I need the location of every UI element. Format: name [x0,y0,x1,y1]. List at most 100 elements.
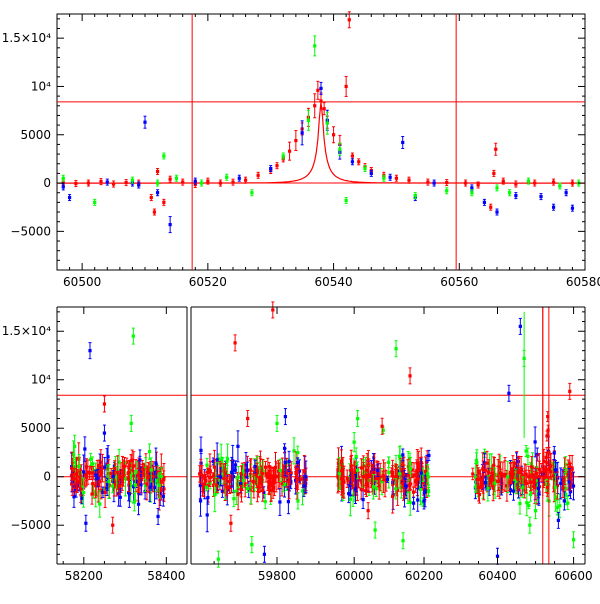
top-data-point-green [93,199,96,205]
bottom-outlier-red [367,503,370,519]
top-panel-frame [57,14,585,270]
top-data-point-blue [539,194,542,200]
top-data-point-green [156,180,159,186]
top-y-tick-label: −5000 [10,224,51,238]
bottom-outlier-red [271,302,274,318]
bottom-outlier-green [534,503,537,519]
top-data-point-red [445,180,448,186]
bottom-outlier-green [275,415,278,431]
top-x-tick-label: 60500 [63,275,101,289]
top-data-point-blue [238,175,241,181]
top-data-point-red [514,181,517,187]
bottom-outlier-blue [507,385,510,401]
top-data-point-red [156,168,159,174]
top-data-point-green [508,190,511,196]
top-data-point-blue [495,209,498,215]
top-data-point-red [571,180,574,186]
bottom-data-point-blue [361,491,364,509]
bottom-outlier-blue [103,425,106,441]
bottom-y-tick-label: 1.5×10⁴ [2,324,51,338]
top-data-point-blue [143,116,146,128]
bottom-outlier-green [132,328,135,344]
bottom-x-tick-label: 60600 [554,569,592,583]
bottom-segment: 59800 [189,302,321,583]
top-data-point-red [87,180,90,186]
bottom-data-point-blue [512,482,515,500]
bottom-outlier-red [103,396,106,412]
top-data-point-red [99,179,102,185]
top-data-point-red [357,159,360,165]
top-data-point-red [169,176,172,182]
bottom-outlier-green [394,341,397,357]
top-data-point-blue [106,179,109,185]
bottom-data-point-green [353,433,356,452]
top-data-point-red [288,142,291,160]
bottom-data-point-green [387,457,390,468]
top-data-point-blue [389,174,392,180]
top-data-point-green [558,183,561,189]
top-data-point-red [316,81,319,99]
top-data-point-red [257,172,260,178]
bottom-y-tick-label: 10⁴ [31,373,51,387]
bottom-y-tick-label: 5000 [20,421,51,435]
top-data-point-red [492,170,495,176]
bottom-data-point-blue [412,497,415,509]
top-data-point-red [313,94,316,118]
bottom-data-point-blue [236,431,239,462]
top-x-tick-label: 60580 [566,275,600,289]
bottom-data-point-red [412,463,415,488]
bottom-data-point-red [249,459,252,482]
bottom-data-point-blue [137,494,140,515]
top-data-point-red [395,175,398,181]
top-data-point-red [181,179,184,185]
top-data-point-blue [514,193,517,199]
top-data-point-green [345,197,348,203]
top-x-tick-label: 60540 [314,275,352,289]
top-data-point-red [244,177,247,183]
top-data-point-red [351,153,354,159]
bottom-x-tick-label: 58200 [65,569,103,583]
top-data-point-red [489,204,492,210]
bottom-x-tick-label: 60400 [478,569,516,583]
bottom-outlier-blue [88,343,91,359]
top-data-point-red [150,195,153,201]
bottom-outlier-red [408,368,411,384]
top-data-point-green [200,180,203,186]
top-data-point-blue [68,195,71,201]
top-x-tick-label: 60560 [440,275,478,289]
top-data-point-red [319,93,322,109]
bottom-outlier-blue [84,515,87,531]
bottom-data-point-red [209,474,212,481]
top-data-point-red [323,103,326,115]
bottom-data-point-green [296,446,299,459]
top-data-point-red [219,180,222,186]
top-data-point-green [326,112,329,134]
top-y-tick-label: 1.5×10⁴ [2,31,51,45]
top-data-point-blue [301,121,304,145]
top-data-point-blue [552,204,555,210]
bottom-outlier-green [356,411,359,427]
bottom-outlier-green [374,522,377,538]
bottom-outlier-green [130,415,133,431]
top-data-point-green [445,188,448,194]
top-data-point-green [250,190,253,196]
bottom-outlier-blue [519,318,522,334]
top-model-curve [57,102,585,183]
top-data-point-red [275,163,278,169]
bottom-outlier-red [111,517,114,533]
bottom-outlier-red [229,515,232,531]
top-data-point-green [307,110,310,130]
top-data-point-red [74,181,77,187]
top-data-point-red [345,76,348,96]
bottom-x-tick-label: 60200 [405,569,443,583]
top-data-point-red [294,131,297,151]
bottom-outlier-green [401,533,404,549]
top-y-tick-label: 0 [43,176,51,190]
bottom-outlier-blue [156,508,159,524]
top-data-point-blue [401,136,404,148]
top-data-point-red [112,181,115,187]
bottom-data-point-blue [103,457,106,476]
top-data-point-green [162,153,165,159]
